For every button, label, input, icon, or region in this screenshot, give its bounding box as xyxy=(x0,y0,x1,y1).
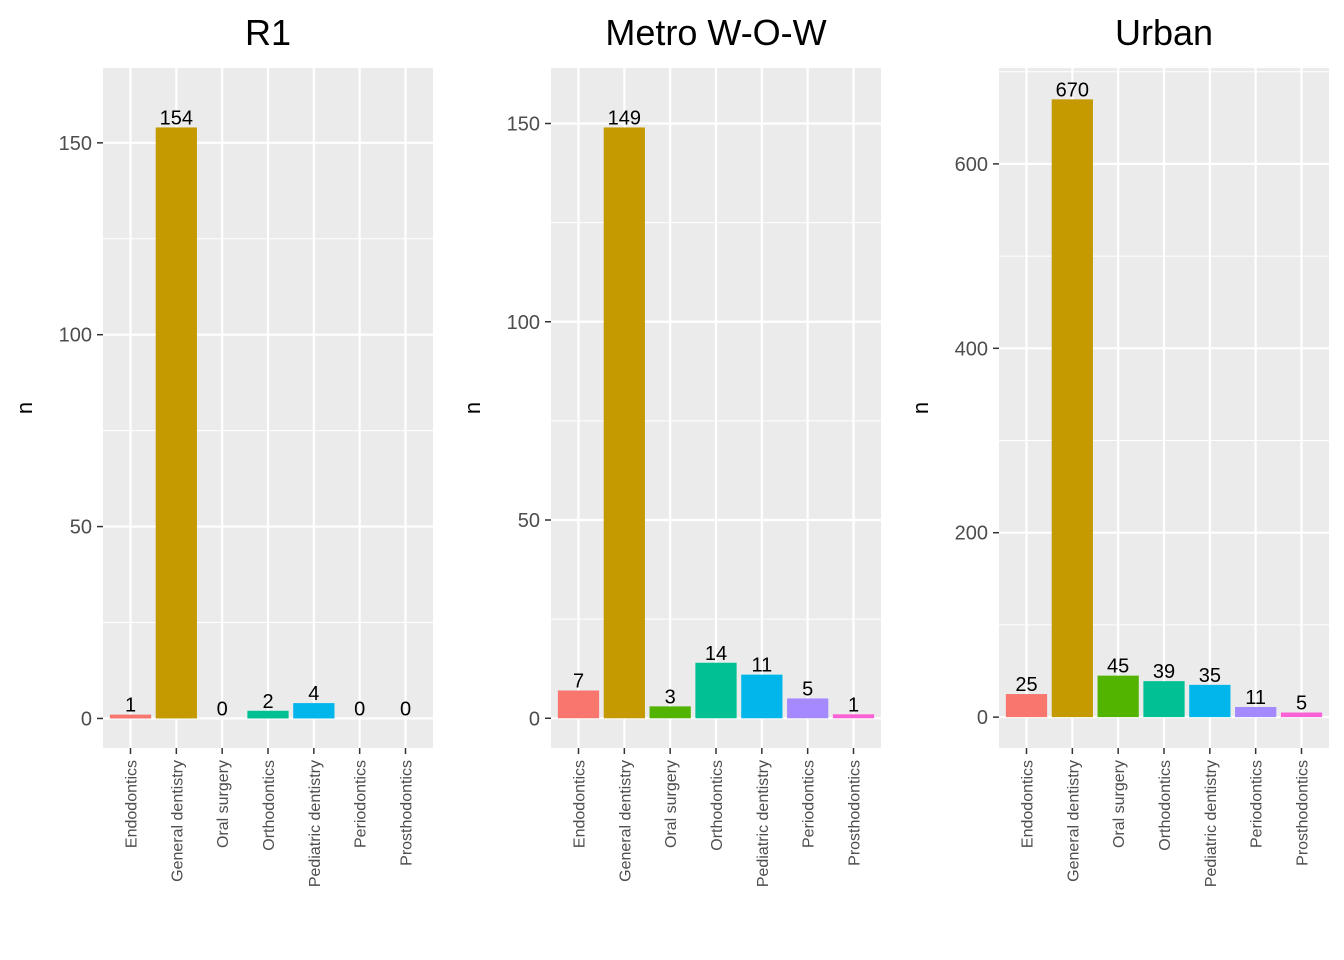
y-tick-label: 400 xyxy=(955,338,988,360)
data-label-orthodontics: 2 xyxy=(262,691,273,713)
y-tick-label: 100 xyxy=(59,325,92,347)
x-tick-label-orthodontics: Orthodontics xyxy=(709,760,726,851)
data-label-endodontics: 7 xyxy=(573,671,584,693)
x-tick-label-oral-surgery: Oral surgery xyxy=(663,760,680,848)
y-tick-label: 100 xyxy=(507,312,540,334)
data-label-prosthodontics: 5 xyxy=(1296,693,1307,715)
data-label-general-dentistry: 670 xyxy=(1056,79,1089,101)
x-tick-label-pediatric-dentistry: Pediatric dentistry xyxy=(307,760,324,887)
x-tick-label-periodontics: Periodontics xyxy=(353,760,370,848)
x-tick-label-oral-surgery: Oral surgery xyxy=(215,760,232,848)
y-axis-label: n xyxy=(460,402,485,414)
bar-general-dentistry xyxy=(603,127,645,719)
bar-endodontics xyxy=(1005,694,1048,718)
bar-pediatric-dentistry xyxy=(741,674,783,719)
data-label-orthodontics: 39 xyxy=(1153,661,1175,683)
chart-panel-metro-w-o-w: 7 149 3 14 11 5 1 0 50 100 150 Endodontics General d… xyxy=(460,12,881,887)
y-tick-label: 600 xyxy=(955,154,988,176)
x-tick-label-oral-surgery: Oral surgery xyxy=(1111,760,1128,848)
x-tick-label-general-dentistry: General dentistry xyxy=(1065,760,1082,882)
data-label-prosthodontics: 1 xyxy=(848,694,859,716)
data-label-endodontics: 25 xyxy=(1015,674,1037,696)
y-tick-label: 50 xyxy=(70,517,92,539)
x-tick-label-endodontics: Endodontics xyxy=(124,760,141,848)
data-label-orthodontics: 14 xyxy=(705,643,727,665)
x-tick-label-pediatric-dentistry: Pediatric dentistry xyxy=(755,760,772,887)
bar-prosthodontics xyxy=(832,714,875,719)
data-label-periodontics: 0 xyxy=(354,698,365,720)
bar-general-dentistry xyxy=(1051,99,1093,718)
x-tick-label-general-dentistry: General dentistry xyxy=(169,760,186,882)
bar-orthodontics xyxy=(247,710,289,719)
bar-prosthodontics xyxy=(1280,712,1323,718)
bar-orthodontics xyxy=(695,662,737,719)
data-label-oral-surgery: 0 xyxy=(217,698,228,720)
x-tick-label-endodontics: Endodontics xyxy=(1020,760,1037,848)
bar-endodontics xyxy=(109,714,152,719)
x-tick-label-orthodontics: Orthodontics xyxy=(261,760,278,851)
bar-oral-surgery xyxy=(1097,675,1139,718)
y-tick-label: 0 xyxy=(81,708,92,730)
bar-endodontics xyxy=(557,690,600,719)
chart-title: R1 xyxy=(245,12,291,53)
x-tick-label-prosthodontics: Prosthodontics xyxy=(1295,760,1312,866)
y-tick-label: 0 xyxy=(977,707,988,729)
bar-periodontics xyxy=(787,698,829,719)
data-label-oral-surgery: 3 xyxy=(665,686,676,708)
data-label-general-dentistry: 149 xyxy=(608,107,641,129)
chart-panel-r1: 1 154 0 2 4 0 0 0 50 100 150 Endodontics General den… xyxy=(12,12,433,887)
bar-orthodontics xyxy=(1143,681,1185,718)
data-label-oral-surgery: 45 xyxy=(1107,656,1129,678)
x-tick-label-orthodontics: Orthodontics xyxy=(1157,760,1174,851)
data-label-general-dentistry: 154 xyxy=(160,107,193,129)
bar-pediatric-dentistry xyxy=(1189,684,1231,718)
x-tick-label-periodontics: Periodontics xyxy=(1249,760,1266,848)
y-axis-label: n xyxy=(908,402,933,414)
data-label-pediatric-dentistry: 4 xyxy=(308,683,319,705)
y-tick-label: 200 xyxy=(955,523,988,545)
x-tick-label-pediatric-dentistry: Pediatric dentistry xyxy=(1203,760,1220,887)
y-tick-label: 50 xyxy=(518,510,540,532)
y-tick-label: 150 xyxy=(507,114,540,136)
bar-general-dentistry xyxy=(155,127,197,719)
chart-title: Metro W-O-W xyxy=(605,12,826,53)
data-label-pediatric-dentistry: 35 xyxy=(1199,665,1221,687)
data-label-prosthodontics: 0 xyxy=(400,698,411,720)
data-label-endodontics: 1 xyxy=(125,695,136,717)
bar-oral-surgery xyxy=(649,706,691,719)
y-tick-label: 0 xyxy=(529,708,540,730)
x-tick-label-prosthodontics: Prosthodontics xyxy=(847,760,864,866)
data-label-pediatric-dentistry: 11 xyxy=(751,655,772,677)
y-tick-label: 150 xyxy=(59,133,92,155)
data-label-periodontics: 5 xyxy=(802,678,813,700)
x-tick-label-periodontics: Periodontics xyxy=(801,760,818,848)
x-tick-label-prosthodontics: Prosthodontics xyxy=(399,760,416,866)
x-tick-label-general-dentistry: General dentistry xyxy=(617,760,634,882)
data-label-periodontics: 11 xyxy=(1245,687,1266,709)
chart-panel-urban: 25 670 45 39 35 11 5 0 200 400 600 Endodontics Gener… xyxy=(908,12,1329,887)
bar-pediatric-dentistry xyxy=(293,703,335,719)
bar-periodontics xyxy=(1235,706,1277,718)
chart-title: Urban xyxy=(1115,12,1213,53)
y-axis-label: n xyxy=(12,402,37,414)
x-tick-label-endodontics: Endodontics xyxy=(572,760,589,848)
